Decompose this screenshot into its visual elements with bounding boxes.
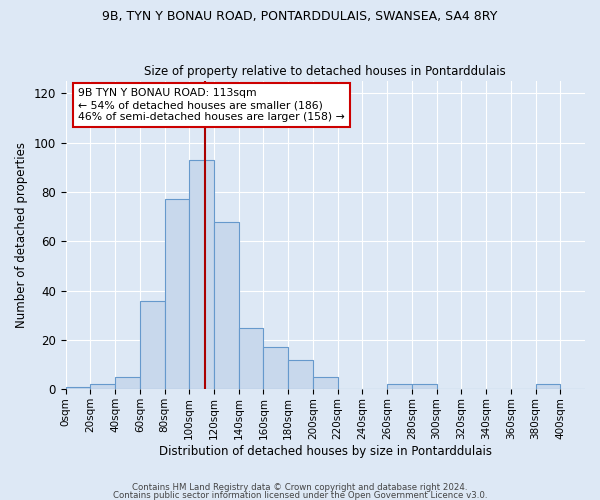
Bar: [288, 360, 313, 390]
Text: Contains HM Land Registry data © Crown copyright and database right 2024.: Contains HM Land Registry data © Crown c…: [132, 484, 468, 492]
Bar: [164, 200, 190, 390]
Title: Size of property relative to detached houses in Pontarddulais: Size of property relative to detached ho…: [145, 66, 506, 78]
Bar: [412, 384, 437, 390]
Bar: [239, 328, 263, 390]
Bar: [190, 160, 214, 390]
Bar: [65, 387, 91, 390]
Bar: [313, 377, 338, 390]
Text: 9B TYN Y BONAU ROAD: 113sqm
← 54% of detached houses are smaller (186)
46% of se: 9B TYN Y BONAU ROAD: 113sqm ← 54% of det…: [78, 88, 345, 122]
Bar: [115, 377, 140, 390]
Bar: [387, 384, 412, 390]
Bar: [214, 222, 239, 390]
Bar: [140, 300, 164, 390]
Bar: [263, 348, 288, 390]
Text: Contains public sector information licensed under the Open Government Licence v3: Contains public sector information licen…: [113, 490, 487, 500]
Bar: [91, 384, 115, 390]
X-axis label: Distribution of detached houses by size in Pontarddulais: Distribution of detached houses by size …: [159, 444, 492, 458]
Text: 9B, TYN Y BONAU ROAD, PONTARDDULAIS, SWANSEA, SA4 8RY: 9B, TYN Y BONAU ROAD, PONTARDDULAIS, SWA…: [103, 10, 497, 23]
Y-axis label: Number of detached properties: Number of detached properties: [15, 142, 28, 328]
Bar: [536, 384, 560, 390]
